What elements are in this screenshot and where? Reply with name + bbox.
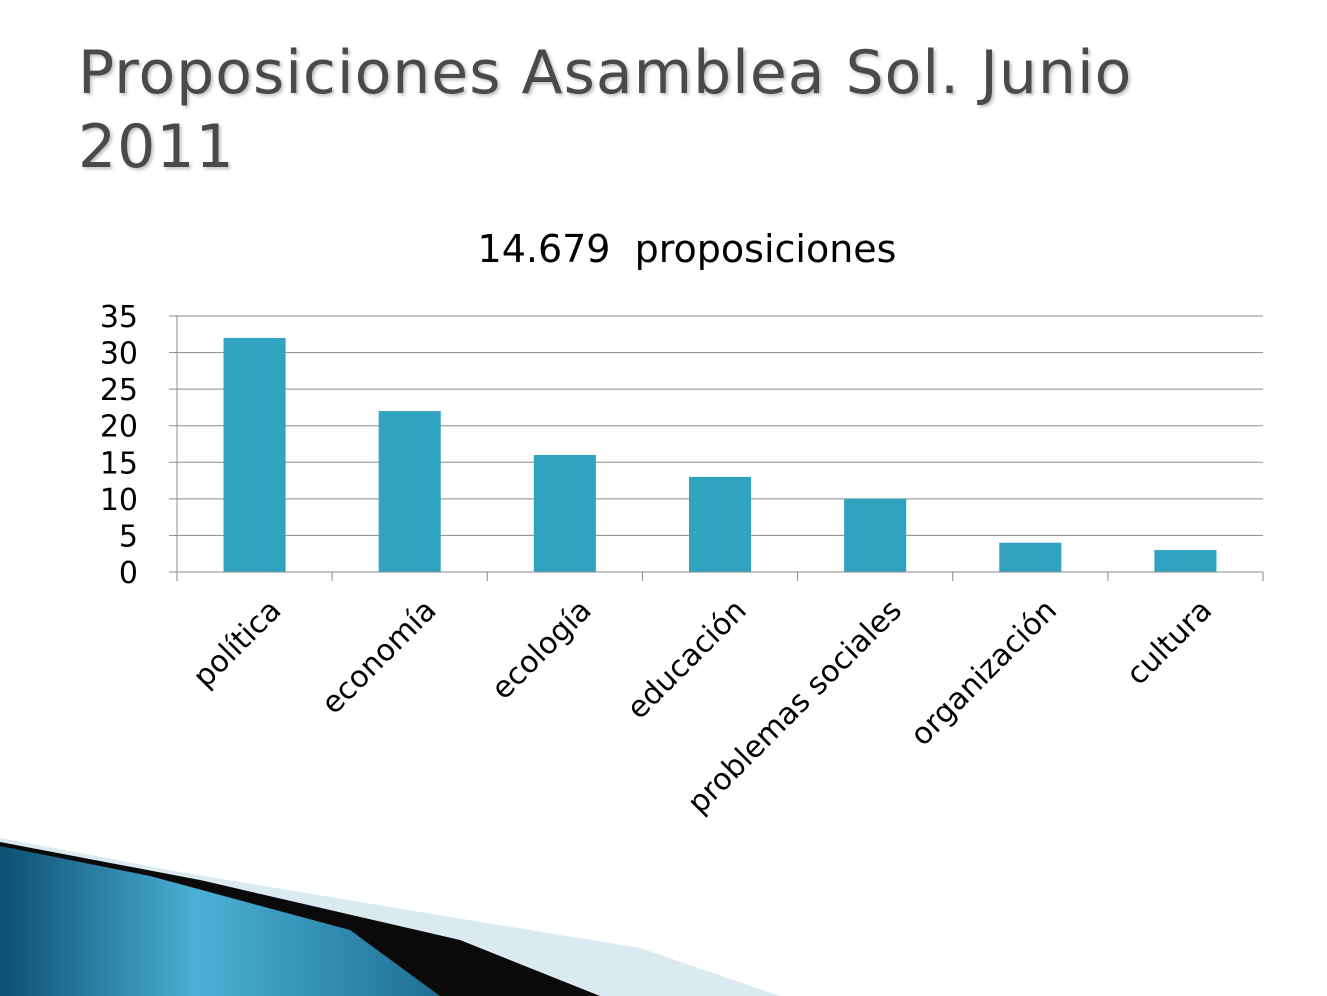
- y-tick-label: 0: [119, 556, 138, 591]
- bar-2: [533, 454, 596, 572]
- bars: [223, 337, 1217, 572]
- bar-3: [688, 476, 752, 572]
- y-tick-label: 30: [100, 337, 138, 372]
- chart-title: 14.679 proposiciones: [478, 227, 897, 271]
- bar-0: [223, 337, 286, 572]
- bar-4: [844, 498, 907, 572]
- y-tick-label: 25: [100, 373, 138, 408]
- x-axis: [176, 571, 1264, 581]
- y-tick-label: 10: [100, 483, 138, 518]
- x-tick-label: política: [186, 593, 288, 695]
- bar-6: [1154, 550, 1217, 572]
- decor-blue-wave: [0, 846, 440, 996]
- y-tick-label: 20: [100, 410, 138, 445]
- x-tick-label: educación: [620, 593, 753, 726]
- x-tick-label: organización: [904, 593, 1064, 753]
- x-tick-label: ecología: [485, 593, 599, 707]
- x-tick-label: cultura: [1120, 593, 1219, 692]
- bar-5: [999, 542, 1062, 572]
- x-tick-label: economía: [315, 593, 443, 721]
- y-tick-label: 35: [100, 300, 138, 335]
- bar-1: [378, 411, 441, 572]
- slide-title: Proposiciones Asamblea Sol. Junio 2011: [78, 38, 1133, 182]
- y-tick-label: 5: [119, 519, 138, 554]
- y-tick-label: 15: [100, 446, 138, 481]
- x-axis-labels: política economía ecología educaciónproblem…: [186, 593, 1219, 821]
- gridlines: [177, 315, 1263, 536]
